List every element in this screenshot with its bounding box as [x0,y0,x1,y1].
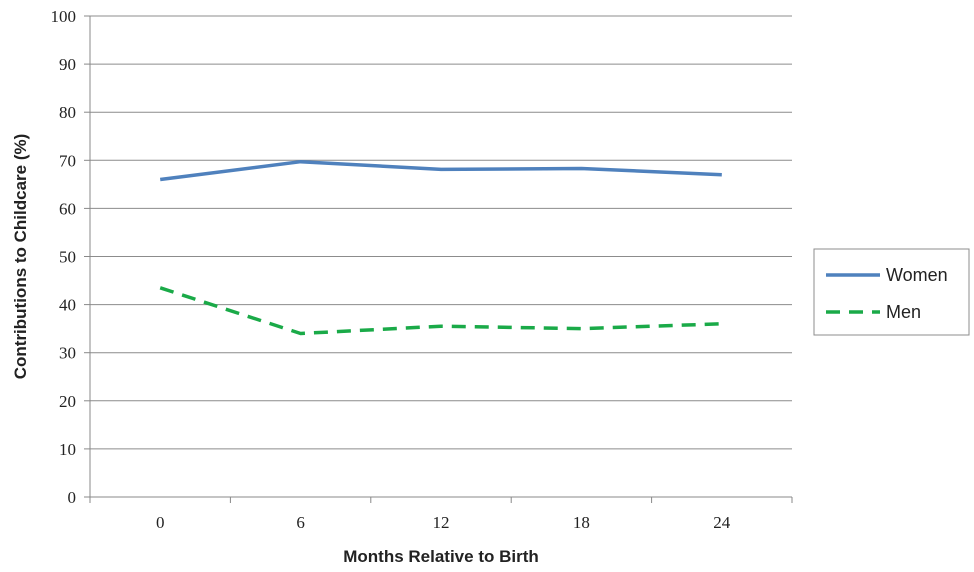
y-axis-ticks: 0 10 20 30 40 50 60 70 80 90 100 [51,7,90,507]
y-tick-label: 0 [68,488,77,507]
legend: Women Men [813,248,970,336]
y-tick-label: 90 [59,55,76,74]
x-tick-label: 18 [573,513,590,532]
series-line-men [159,286,722,336]
legend-label-men: Men [886,302,921,322]
y-tick-label: 30 [59,344,76,363]
y-tick-label: 60 [59,199,76,218]
x-axis-title: Months Relative to Birth [343,547,539,566]
x-tick-label: 0 [156,513,165,532]
x-tick-label: 6 [296,513,305,532]
series-line-women [159,159,722,182]
y-tick-label: 40 [59,296,76,315]
y-tick-label: 70 [59,151,76,170]
x-axis-ticks: 0 6 12 18 24 [89,497,793,532]
y-tick-label: 20 [59,392,76,411]
y-tick-label: 50 [59,248,76,267]
x-tick-label: 12 [433,513,450,532]
y-axis-title: Contributions to Childcare (%) [11,134,30,380]
legend-box [813,248,970,336]
series-lines [159,159,722,336]
legend-label-women: Women [886,265,948,285]
y-tick-label: 80 [59,103,76,122]
gridlines [90,15,792,498]
y-tick-label: 10 [59,440,76,459]
x-tick-label: 24 [713,513,731,532]
y-tick-label: 100 [51,7,77,26]
